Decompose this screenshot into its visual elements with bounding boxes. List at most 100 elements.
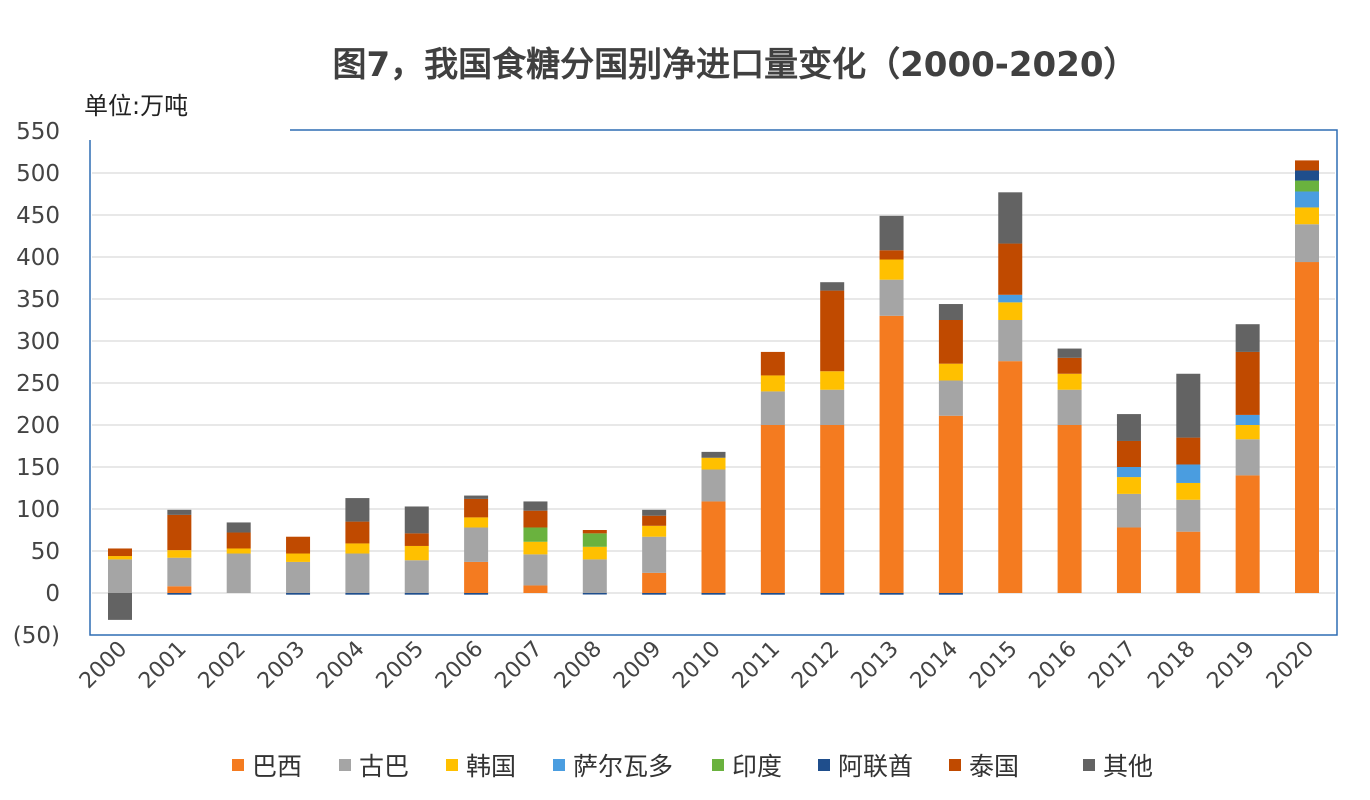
- bar-segment-古巴-2009: [642, 536, 667, 573]
- bar-segment-泰国-2009: [642, 515, 667, 526]
- legend-swatch: [553, 759, 565, 771]
- x-tick-label: 2010: [668, 637, 725, 694]
- bar-segment-韩国-2013: [879, 259, 904, 280]
- bar-segment-巴西-2016: [1057, 425, 1082, 593]
- bar-segment-泰国-2014: [938, 320, 963, 364]
- y-tick-label: 350: [16, 287, 60, 313]
- bar-segment-其他-2005: [404, 506, 429, 534]
- bar-segment-古巴-2007: [523, 554, 548, 586]
- bar-segment-其他-2017: [1116, 414, 1141, 441]
- bar-segment-泰国-2015: [998, 243, 1023, 295]
- bar-segment-泰国-2000: [108, 548, 132, 557]
- legend-label: 萨尔瓦多: [573, 752, 673, 781]
- bar-segment-阿联酋-2014: [938, 593, 963, 595]
- x-tick-label: 2016: [1025, 637, 1082, 694]
- x-tick-label: 2011: [728, 637, 785, 694]
- x-tick-label: 2004: [312, 637, 369, 694]
- bar-segment-其他-2018: [1176, 373, 1201, 438]
- bar-segment-阿联酋-2008: [582, 593, 607, 595]
- y-tick-label: (50): [13, 623, 60, 649]
- bar-segment-古巴-2000: [108, 559, 132, 593]
- bar-segment-韩国-2009: [642, 525, 667, 537]
- bar-segment-古巴-2018: [1176, 499, 1201, 532]
- y-tick-label: 250: [16, 371, 60, 397]
- bar-segment-古巴-2017: [1116, 493, 1141, 528]
- x-tick-label: 2013: [847, 637, 904, 694]
- x-tick-label: 2009: [609, 637, 666, 694]
- bar-segment-韩国-2018: [1176, 482, 1201, 500]
- x-tick-label: 2014: [906, 637, 963, 694]
- legend-swatch: [949, 759, 961, 771]
- bar-segment-泰国-2007: [523, 510, 548, 528]
- bar-segment-其他-2002: [226, 522, 251, 533]
- y-tick-label: 100: [16, 497, 60, 523]
- bar-segment-韩国-2015: [998, 302, 1023, 320]
- x-tick-label: 2019: [1203, 637, 1260, 694]
- x-tick-label: 2007: [490, 637, 547, 694]
- legend-swatch: [232, 759, 244, 771]
- legend-swatch: [446, 759, 458, 771]
- x-tick-label: 2015: [965, 637, 1022, 694]
- bar-segment-巴西-2020: [1295, 262, 1319, 593]
- bar-segment-古巴-2005: [404, 560, 429, 593]
- bar-segment-阿联酋-2005: [404, 593, 429, 595]
- bar-segment-阿联酋-2009: [642, 593, 667, 595]
- bar-segment-古巴-2002: [226, 553, 251, 593]
- bar-segment-韩国-2019: [1235, 425, 1260, 440]
- bar-segment-阿联酋-2020: [1295, 170, 1319, 181]
- bar-segment-巴西-2013: [879, 315, 904, 593]
- x-tick-label: 2005: [372, 637, 429, 694]
- bar-segment-泰国-2012: [820, 290, 845, 372]
- y-tick-label: 550: [16, 119, 60, 145]
- bar-segment-巴西-2010: [701, 501, 726, 593]
- bar-segment-其他-2014: [938, 304, 963, 320]
- bar-segment-其他-2015: [998, 192, 1023, 244]
- bar-segment-其他-2006: [464, 495, 489, 499]
- bar-segment-韩国-2011: [760, 375, 785, 392]
- bar-segment-萨尔瓦多-2018: [1176, 464, 1201, 483]
- bar-segment-古巴-2001: [167, 557, 192, 587]
- bar-segment-古巴-2006: [464, 527, 489, 562]
- plot-border: [89, 129, 1338, 636]
- bar-segment-阿联酋-2012: [820, 593, 845, 595]
- bar-segment-其他-2001: [167, 509, 192, 515]
- x-tick-label: 2003: [253, 637, 310, 694]
- legend-label: 其他: [1103, 752, 1153, 781]
- bar-segment-其他-2013: [879, 215, 904, 251]
- bar-segment-泰国-2001: [167, 514, 192, 551]
- x-tick-label: 2017: [1084, 637, 1141, 694]
- bar-segment-古巴-2019: [1235, 439, 1260, 476]
- bar-segment-古巴-2020: [1295, 224, 1319, 263]
- bar-segment-古巴-2013: [879, 279, 904, 316]
- bar-segment-其他-2016: [1057, 348, 1082, 358]
- bar-segment-泰国-2018: [1176, 437, 1201, 465]
- bar-segment-其他-2007: [523, 501, 548, 511]
- x-tick-label: 2012: [787, 637, 844, 694]
- bar-segment-其他-2000: [108, 593, 132, 620]
- bar-segment-古巴-2012: [820, 389, 845, 425]
- legend: 巴西 古巴 韩国 萨尔瓦多 印度 阿联酋 泰国 其他: [232, 752, 1153, 781]
- bar-segment-韩国-2003: [286, 553, 311, 562]
- bar-segment-韩国-2002: [226, 548, 251, 554]
- bar-segment-萨尔瓦多-2019: [1235, 414, 1260, 425]
- legend-swatch: [712, 759, 724, 771]
- legend-label: 泰国: [969, 752, 1019, 781]
- x-axis-ticks: 2000 2001 2002 2003 2004 2005 2006 2007 2008 2009…: [75, 637, 1319, 694]
- bar-segment-其他-2004: [345, 498, 370, 522]
- bar-segment-巴西-2012: [820, 425, 845, 593]
- legend-label: 阿联酋: [838, 752, 913, 781]
- bar-segment-巴西-2015: [998, 361, 1023, 593]
- legend-swatch: [1083, 759, 1095, 771]
- bar-segment-巴西-2001: [167, 586, 192, 593]
- bar-segment-泰国-2006: [464, 498, 489, 518]
- bar-segment-阿联酋-2010: [701, 593, 726, 595]
- bar-segment-韩国-2010: [701, 457, 726, 470]
- bar-segment-古巴-2014: [938, 380, 963, 416]
- unit-label: 单位:万吨: [84, 92, 188, 120]
- bar-segment-古巴-2003: [286, 561, 311, 593]
- bar-segment-韩国-2016: [1057, 373, 1082, 390]
- bar-segment-萨尔瓦多-2017: [1116, 467, 1141, 478]
- bar-segment-韩国-2001: [167, 550, 192, 558]
- bar-segment-韩国-2017: [1116, 477, 1141, 494]
